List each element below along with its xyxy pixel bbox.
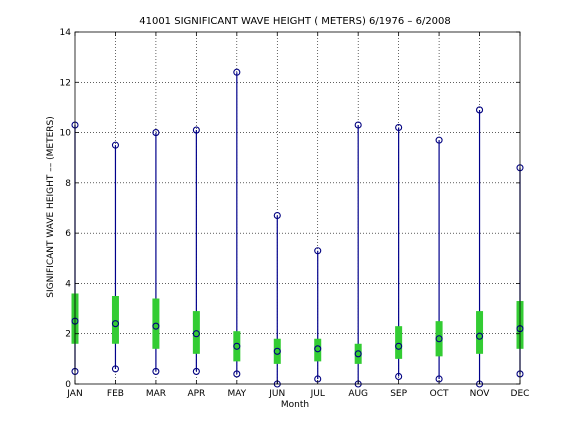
max-point-jun	[273, 211, 281, 220]
max-point-jul	[314, 247, 322, 255]
x-tick-label-nov: NOV	[470, 389, 491, 399]
max-point-may	[233, 68, 241, 76]
median-point-jun	[273, 347, 281, 355]
y-tick-label: 6	[65, 229, 71, 239]
iqr-box-feb	[111, 296, 119, 344]
y-tick-label: 2	[65, 330, 71, 340]
x-tick-label-jul: JUL	[310, 389, 325, 399]
x-tick-label-apr: APR	[187, 389, 205, 399]
axes: 0 2 4 6 8 10 12 14 JAN FEB MAR APR MAY JUN JUL AUG SEP OC…	[60, 28, 530, 399]
y-tick-label: 8	[65, 179, 71, 189]
max-point-oct	[435, 136, 443, 144]
median-point-jul	[314, 345, 322, 353]
max-point-apr	[192, 126, 200, 134]
y-tick-label: 4	[65, 279, 71, 289]
median-point-oct	[435, 335, 443, 343]
iqr-box-nov	[476, 311, 484, 354]
median-point-feb	[111, 320, 120, 328]
x-axis-label: Month	[281, 400, 309, 410]
median-point-mar	[152, 322, 160, 330]
median-point-may	[233, 342, 241, 350]
x-tick-label-mar: MAR	[146, 389, 166, 399]
min-point-mar	[152, 367, 160, 375]
data-series	[71, 68, 524, 388]
x-tick-label-jun: JUN	[268, 389, 285, 399]
iqr-box-aug	[354, 343, 362, 364]
iqr-box-may	[233, 331, 241, 362]
y-tick-label: 12	[60, 78, 71, 88]
min-point-feb	[111, 365, 120, 373]
max-point-aug	[354, 121, 362, 129]
median-point-nov	[475, 332, 484, 340]
x-tick-label-dec: DEC	[511, 389, 530, 399]
min-point-apr	[192, 367, 200, 375]
min-point-may	[233, 370, 241, 378]
median-point-apr	[192, 330, 200, 338]
max-point-nov	[475, 106, 484, 114]
median-point-aug	[354, 350, 362, 358]
chart-title: 41001 SIGNIFICANT WAVE HEIGHT ( METERS) …	[139, 16, 451, 27]
iqr-box-jul	[314, 338, 322, 362]
x-tick-label-oct: OCT	[430, 389, 449, 399]
min-point-sep	[395, 372, 403, 381]
x-tick-label-feb: FEB	[107, 389, 124, 399]
iqr-box-apr	[192, 311, 200, 354]
y-tick-label: 14	[60, 28, 72, 38]
x-tick-label-aug: AUG	[348, 389, 368, 399]
grid	[75, 32, 520, 384]
iqr-box-sep	[395, 326, 403, 359]
plot-frame	[74, 31, 521, 385]
x-tick-label-sep: SEP	[390, 389, 407, 399]
max-point-mar	[152, 129, 160, 137]
x-tick-label-jan: JAN	[66, 389, 82, 399]
x-tick-label-may: MAY	[227, 389, 246, 399]
y-tick-label: 0	[65, 380, 71, 390]
y-axis-label: SIGNIFICANT WAVE HEIGHT –– (METERS)	[46, 116, 56, 297]
max-point-feb	[111, 141, 120, 149]
y-tick-label: 10	[60, 129, 72, 139]
max-point-sep	[395, 123, 403, 132]
iqr-box-jun	[273, 338, 281, 364]
median-point-sep	[395, 342, 403, 350]
iqr-box-oct	[435, 321, 443, 357]
